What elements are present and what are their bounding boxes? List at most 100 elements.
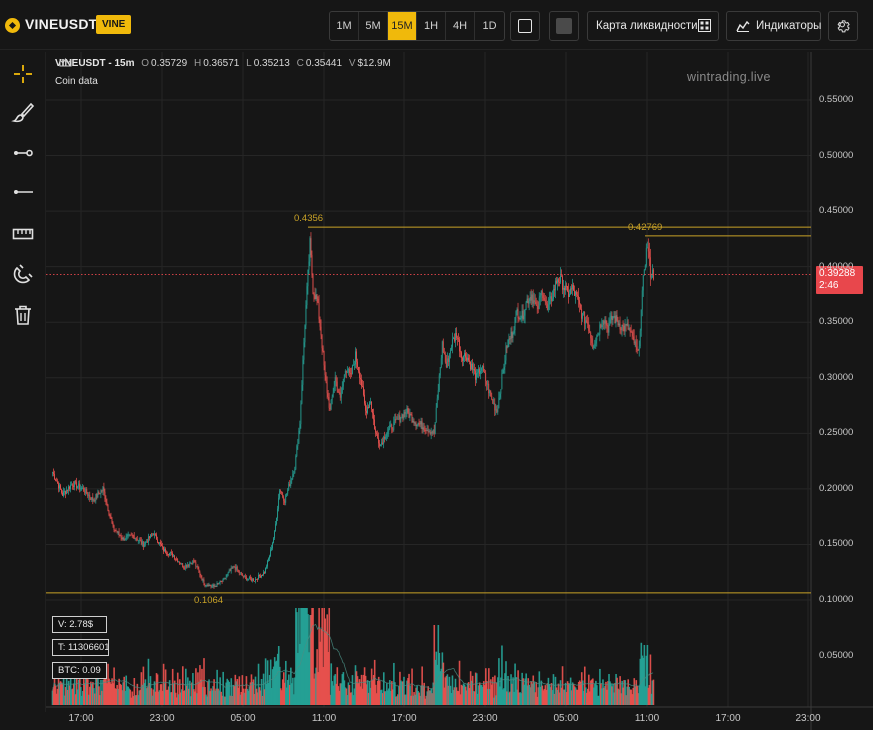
volume-bar <box>147 658 150 705</box>
fill-style-button[interactable] <box>549 11 579 41</box>
volume-bar <box>431 693 434 705</box>
candle-body <box>183 567 185 569</box>
candle-body <box>385 436 387 439</box>
candle-body <box>416 424 418 427</box>
candle-body <box>490 390 492 396</box>
candle-body <box>301 384 303 404</box>
candle-body <box>389 424 391 429</box>
volume-bar <box>399 671 401 705</box>
horizontal-line-icon[interactable] <box>11 180 35 204</box>
volume-bar <box>407 678 409 705</box>
volume-bar <box>585 692 588 705</box>
volume-bar <box>432 682 435 705</box>
volume-bar <box>396 696 398 705</box>
volume-bar <box>424 698 426 705</box>
candle-body <box>176 558 178 560</box>
volume-bar <box>392 689 394 705</box>
ruler-icon[interactable] <box>11 222 35 246</box>
volume-bar <box>261 695 264 705</box>
volume-bar <box>630 689 633 705</box>
chart-type-button[interactable] <box>510 11 540 41</box>
candle-body <box>549 296 551 299</box>
candle-body <box>387 431 389 434</box>
candle-body <box>529 296 531 301</box>
coin-data-label[interactable]: Coin data <box>55 76 98 87</box>
trash-icon[interactable] <box>11 303 35 327</box>
candle-body <box>435 407 437 423</box>
candle-body <box>511 331 513 338</box>
candle-body <box>548 298 550 305</box>
current-price-value: 0.39288 <box>819 268 856 279</box>
volume-bar <box>174 692 177 705</box>
candle-body <box>321 335 323 349</box>
ray-icon[interactable] <box>11 141 35 165</box>
candle-body <box>76 481 78 489</box>
candle-body <box>163 546 164 552</box>
volume-bar <box>620 693 622 705</box>
volume-bar <box>112 683 114 705</box>
candle-body <box>193 560 195 562</box>
volume-bar <box>571 682 574 705</box>
timeframe-4h-button[interactable]: 4H <box>446 12 475 40</box>
volume-bar <box>552 674 555 705</box>
candle-body <box>210 585 212 587</box>
candle-body <box>248 576 250 579</box>
volume-bar <box>80 695 83 705</box>
candlestick-chart[interactable] <box>46 52 873 730</box>
candle-body <box>608 324 610 333</box>
brush-icon[interactable] <box>11 101 35 125</box>
symbol-title[interactable]: VINEUSDT <box>25 16 98 32</box>
volume-bar <box>113 667 115 705</box>
price-chart[interactable]: VINEUSDT - 15m O 0.35729 H 0.36571 L 0.3521… <box>46 52 873 730</box>
candle-body <box>196 565 198 567</box>
timeframe-1m-button[interactable]: 1M <box>330 12 359 40</box>
timeframe-1h-button[interactable]: 1H <box>417 12 446 40</box>
volume-bar <box>121 690 123 705</box>
candle-body <box>378 437 380 444</box>
candle-body <box>280 490 282 492</box>
candle-body <box>417 423 419 425</box>
volume-bar <box>566 681 569 705</box>
volume-bar <box>217 688 219 705</box>
volume-bar <box>287 679 289 705</box>
volume-bar <box>187 677 189 705</box>
volume-bar <box>333 675 336 705</box>
volume-bar <box>463 684 466 705</box>
volume-bar <box>561 666 564 705</box>
timeframe-5m-button[interactable]: 5M <box>359 12 388 40</box>
timeframe-1d-button[interactable]: 1D <box>482 20 497 32</box>
crosshair-icon[interactable] <box>11 62 35 86</box>
magnet-icon[interactable] <box>11 262 35 286</box>
indicators-button[interactable]: Индикаторы <box>726 11 821 41</box>
candle-body <box>339 392 341 398</box>
candle-body <box>275 524 277 532</box>
liquidity-map-button[interactable]: Карта ликвидности <box>587 11 719 41</box>
volume-bar <box>126 686 129 705</box>
timeframe-selector: 1M 5M 15M 1H 4H 1D <box>329 11 505 41</box>
volume-bar <box>150 688 153 705</box>
candle-body <box>211 585 213 587</box>
candle-body <box>441 341 443 359</box>
volume-bar <box>471 675 474 705</box>
settings-button[interactable] <box>828 11 858 41</box>
volume-bar <box>356 676 359 705</box>
candle-body <box>197 565 199 570</box>
volume-bar <box>226 678 229 705</box>
volume-bar <box>159 684 162 705</box>
candle-body <box>96 493 98 498</box>
timeframe-15m-button[interactable]: 15M <box>388 12 417 40</box>
volume-bar <box>523 684 525 705</box>
candle-body <box>629 328 631 332</box>
candle-body <box>293 473 295 475</box>
volume-bar <box>413 692 415 705</box>
candle-body <box>571 288 572 290</box>
volume-bar <box>570 690 573 705</box>
candle-body <box>628 328 630 330</box>
volume-bar <box>545 689 548 705</box>
volume-bar <box>464 686 467 705</box>
time-tick-label: 23:00 <box>795 713 821 724</box>
candle-body <box>62 492 63 496</box>
candle-body <box>121 537 123 540</box>
candle-body <box>487 383 489 385</box>
volume-bar <box>133 677 136 705</box>
